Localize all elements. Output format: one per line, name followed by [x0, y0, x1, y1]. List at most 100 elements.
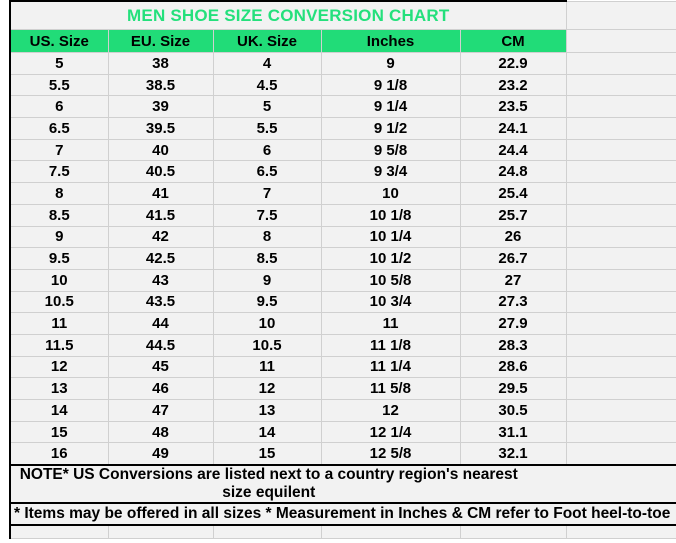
table-cell: 40 — [107, 138, 214, 162]
empty-cell — [320, 524, 461, 540]
table-cell: 44 — [107, 312, 214, 335]
column-header-0: US. Size — [9, 29, 109, 53]
empty-cell — [565, 225, 676, 249]
table-cell: 10 1/4 — [320, 225, 461, 249]
table-row: 10.5 43.5 9.5 10 3/4 27.3 — [9, 290, 676, 314]
table-cell: 24.8 — [459, 160, 567, 184]
table-cell: 9.5 — [212, 290, 322, 314]
table-cell: 11 5/8 — [320, 377, 461, 400]
table-cell: 11 1/8 — [320, 333, 461, 357]
table-row: 15 48 14 12 1/4 31.1 — [9, 420, 676, 444]
empty-cell — [565, 355, 676, 379]
table-cell: 11 — [9, 312, 109, 335]
table-cell: 12 5/8 — [320, 442, 461, 466]
table-cell: 43.5 — [107, 290, 214, 314]
table-row: 14 47 13 12 30.5 — [9, 399, 676, 422]
column-header-3: Inches — [320, 29, 461, 53]
table-cell: 40.5 — [107, 160, 214, 184]
table-cell: 11 1/4 — [320, 355, 461, 379]
empty-cell — [565, 524, 676, 540]
table-row: 8 41 7 10 25.4 — [9, 182, 676, 205]
table-cell: 5.5 — [9, 73, 109, 97]
table-cell: 9 — [9, 225, 109, 249]
table-cell: 5 — [212, 95, 322, 119]
table-row: 5 38 4 9 22.9 — [9, 52, 676, 75]
table-row: 7.5 40.5 6.5 9 3/4 24.8 — [9, 160, 676, 184]
empty-cell — [565, 52, 676, 75]
table-cell: 29.5 — [459, 377, 567, 400]
table-cell: 10.5 — [212, 333, 322, 357]
table-cell: 8 — [212, 225, 322, 249]
table-cell: 27.9 — [459, 312, 567, 335]
empty-cell — [565, 420, 676, 444]
table-row: 5.5 38.5 4.5 9 1/8 23.2 — [9, 73, 676, 97]
table-cell: 9 5/8 — [320, 138, 461, 162]
table-cell: 6 — [9, 95, 109, 119]
table-cell: 14 — [9, 399, 109, 422]
table-cell: 27.3 — [459, 290, 567, 314]
table-cell: 38 — [107, 52, 214, 75]
empty-cell — [565, 399, 676, 422]
table-cell: 7.5 — [9, 160, 109, 184]
table-body: 5 38 4 9 22.9 5.5 38.5 4.5 9 1/8 23.2 6 39 5 9 1/4 23.… — [9, 52, 676, 466]
table-cell: 6.5 — [212, 160, 322, 184]
table-cell: 11.5 — [9, 333, 109, 357]
table-cell: 49 — [107, 442, 214, 466]
table-cell: 28.6 — [459, 355, 567, 379]
table-cell: 31.1 — [459, 420, 567, 444]
table-cell: 13 — [212, 399, 322, 422]
table-cell: 9 1/2 — [320, 117, 461, 140]
table-cell: 12 — [320, 399, 461, 422]
table-cell: 13 — [9, 377, 109, 400]
table-cell: 7.5 — [212, 203, 322, 227]
empty-cell — [212, 524, 322, 540]
conversion-table: MEN SHOE SIZE CONVERSION CHART US. Size E… — [8, 0, 676, 540]
table-cell: 11 — [212, 355, 322, 379]
table-cell: 24.1 — [459, 117, 567, 140]
table-cell: 10 5/8 — [320, 268, 461, 292]
table-header-row: US. Size EU. Size UK. Size Inches CM — [9, 29, 676, 53]
table-cell: 5.5 — [212, 117, 322, 140]
table-row: 6.5 39.5 5.5 9 1/2 24.1 — [9, 117, 676, 140]
table-cell: 8.5 — [9, 203, 109, 227]
table-cell: 45 — [107, 355, 214, 379]
table-cell: 12 — [9, 355, 109, 379]
table-cell: 6.5 — [9, 117, 109, 140]
empty-cell — [565, 160, 676, 184]
column-header-2: UK. Size — [212, 29, 322, 53]
table-row: 11.5 44.5 10.5 11 1/8 28.3 — [9, 333, 676, 357]
table-cell: 5 — [9, 52, 109, 75]
empty-cell — [9, 524, 109, 540]
table-cell: 28.3 — [459, 333, 567, 357]
note-row-2: * Items may be offered in all sizes * Me… — [8, 502, 676, 527]
table-cell: 10 1/8 — [320, 203, 461, 227]
column-header-1: EU. Size — [107, 29, 214, 53]
table-row: 11 44 10 11 27.9 — [9, 312, 676, 335]
empty-cell — [565, 73, 676, 97]
table-cell: 39.5 — [107, 117, 214, 140]
empty-cell — [565, 95, 676, 119]
empty-cell — [565, 442, 676, 466]
note-row-1: NOTE* US Conversions are listed next to … — [8, 464, 676, 504]
table-cell: 25.7 — [459, 203, 567, 227]
table-cell: 38.5 — [107, 73, 214, 97]
table-cell: 46 — [107, 377, 214, 400]
table-cell: 23.5 — [459, 95, 567, 119]
table-cell: 14 — [212, 420, 322, 444]
empty-cell — [107, 524, 214, 540]
empty-cell — [565, 138, 676, 162]
table-cell: 27 — [459, 268, 567, 292]
empty-cell — [565, 312, 676, 335]
empty-cell — [565, 290, 676, 314]
table-cell: 15 — [9, 420, 109, 444]
table-cell: 9.5 — [9, 247, 109, 270]
table-cell: 12 — [212, 377, 322, 400]
table-cell: 30.5 — [459, 399, 567, 422]
table-cell: 10 — [212, 312, 322, 335]
table-cell: 26.7 — [459, 247, 567, 270]
table-cell: 10 1/2 — [320, 247, 461, 270]
table-cell: 10 — [320, 182, 461, 205]
chart-title: MEN SHOE SIZE CONVERSION CHART — [8, 0, 567, 30]
empty-cell — [565, 203, 676, 227]
table-cell: 39 — [107, 95, 214, 119]
